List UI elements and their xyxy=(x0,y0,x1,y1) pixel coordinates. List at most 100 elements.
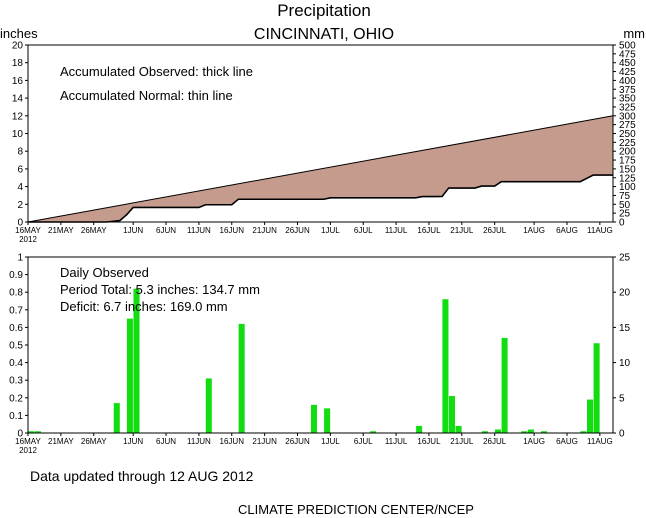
x-axis-tick-label: 21MAY xyxy=(48,437,74,446)
left-axis-tick-label: 0 xyxy=(17,429,23,440)
x-axis-tick-label: 26JUN xyxy=(285,226,310,235)
x-axis-tick-label: 1JUL xyxy=(321,437,340,446)
daily-precip-bar xyxy=(587,399,594,433)
x-axis-tick-label: 6AUG xyxy=(556,226,578,235)
daily-precip-bar xyxy=(455,425,462,433)
x-axis-tick-label: 6AUG xyxy=(556,437,578,446)
right-axis-tick-label: 75 xyxy=(619,191,631,202)
x-axis-tick-label: 16JUL xyxy=(417,226,441,235)
right-axis-tick-label: 275 xyxy=(619,120,636,131)
right-axis-tick-label: 150 xyxy=(619,164,636,175)
x-axis-tick-label: 6JUL xyxy=(354,226,373,235)
daily-precip-bar xyxy=(442,299,449,433)
left-axis-tick-label: 14 xyxy=(12,94,24,105)
daily-precip-bar xyxy=(370,431,377,433)
x-axis-year-label: 2012 xyxy=(19,446,37,455)
x-axis-tick-label: 21JUL xyxy=(450,226,474,235)
right-axis-tick-label: 450 xyxy=(619,58,636,69)
daily-precip-bar xyxy=(593,343,600,433)
x-axis-tick-label: 21JUN xyxy=(252,226,277,235)
x-axis-tick-label: 1JUN xyxy=(123,226,143,235)
right-axis-tick-label: 375 xyxy=(619,85,636,96)
x-axis-tick-label: 11JUL xyxy=(385,226,408,235)
left-axis-tick-label: 2 xyxy=(17,200,23,211)
x-axis-tick-label: 21JUN xyxy=(252,437,277,446)
right-axis-tick-label: 100 xyxy=(619,182,636,193)
left-axis-tick-label: 0.7 xyxy=(9,305,23,316)
x-axis-tick-label: 11JUN xyxy=(187,437,211,446)
left-unit-label: inches xyxy=(0,26,38,41)
x-axis-tick-label: 11JUN xyxy=(187,226,211,235)
daily-precip-bar xyxy=(540,431,548,433)
accumulated-panel: 0246810121416182002550751001251501752002… xyxy=(12,41,636,245)
right-axis-tick-label: 425 xyxy=(619,67,636,78)
daily-precip-bar xyxy=(238,323,245,433)
x-axis-tick-label: 16MAY xyxy=(15,437,41,446)
right-axis-tick-label: 0 xyxy=(619,429,625,440)
right-axis-tick-label: 25 xyxy=(619,209,631,220)
left-axis-tick-label: 0.2 xyxy=(9,393,23,404)
right-axis-tick-label: 15 xyxy=(619,323,631,334)
daily-precip-bar xyxy=(527,429,534,433)
daily-panel: 00.10.20.30.40.50.60.70.80.9105101520251… xyxy=(9,253,630,456)
x-axis-tick-label: 26MAY xyxy=(81,437,107,446)
left-axis-tick-label: 6 xyxy=(17,164,23,175)
right-axis-tick-label: 5 xyxy=(619,393,625,404)
x-axis-tick-label: 16JUN xyxy=(220,226,245,235)
x-axis-tick-label: 1AUG xyxy=(523,226,545,235)
right-axis-tick-label: 200 xyxy=(619,147,636,158)
daily-precip-bar xyxy=(113,403,120,433)
left-axis-tick-label: 4 xyxy=(17,182,23,193)
left-axis-tick-label: 16 xyxy=(12,76,24,87)
daily-precip-bar xyxy=(310,404,317,433)
left-axis-tick-label: 0.8 xyxy=(9,288,23,299)
daily-note-title: Daily Observed xyxy=(60,265,149,280)
x-axis-tick-label: 1JUL xyxy=(321,226,340,235)
right-axis-tick-label: 10 xyxy=(619,358,631,369)
right-axis-tick-label: 0 xyxy=(619,218,625,229)
accumulated-normal-line xyxy=(27,115,614,223)
daily-precip-bar xyxy=(501,337,508,433)
x-axis-tick-label: 1JUN xyxy=(123,437,143,446)
x-axis-tick-label: 16JUN xyxy=(220,437,245,446)
daily-precip-bar xyxy=(34,431,41,433)
daily-precip-bar xyxy=(205,378,212,433)
left-axis-tick-label: 0.6 xyxy=(9,323,23,334)
daily-precip-bar xyxy=(580,431,587,433)
right-axis-tick-label: 400 xyxy=(619,76,636,87)
right-axis-tick-label: 250 xyxy=(619,129,636,140)
right-axis-tick-label: 325 xyxy=(619,102,636,113)
x-axis-tick-label: 11JUL xyxy=(385,437,408,446)
right-axis-tick-label: 475 xyxy=(619,49,636,60)
right-axis-tick-label: 125 xyxy=(619,173,636,184)
daily-precip-bar xyxy=(448,396,456,433)
x-axis-tick-label: 11AUG xyxy=(587,226,613,235)
chart-title: Precipitation xyxy=(277,1,371,20)
left-axis-tick-label: 1 xyxy=(17,253,23,264)
daily-precip-bar xyxy=(324,408,331,433)
x-axis-tick-label: 16MAY xyxy=(15,226,41,235)
left-axis-tick-label: 18 xyxy=(12,58,24,69)
left-axis-tick-label: 20 xyxy=(12,41,24,52)
daily-precip-bar xyxy=(481,431,488,433)
left-axis-tick-label: 0.4 xyxy=(9,358,23,369)
updated-note: Data updated through 12 AUG 2012 xyxy=(30,468,254,484)
left-axis-tick-label: 8 xyxy=(17,147,23,158)
left-axis-tick-label: 0.3 xyxy=(9,376,23,387)
right-axis-tick-label: 300 xyxy=(619,111,636,122)
right-axis-tick-label: 175 xyxy=(619,156,636,167)
accumulated-observed-line xyxy=(28,174,613,223)
right-axis-tick-label: 350 xyxy=(619,94,636,105)
x-axis-tick-label: 21MAY xyxy=(48,226,74,235)
x-axis-tick-label: 26MAY xyxy=(81,226,107,235)
legend-note-normal: Accumulated Normal: thin line xyxy=(60,88,233,103)
legend-note-observed: Accumulated Observed: thick line xyxy=(60,64,253,79)
left-axis-tick-label: 12 xyxy=(12,111,24,122)
left-axis-tick-label: 0.5 xyxy=(9,341,23,352)
daily-precip-bar xyxy=(133,288,140,433)
x-axis-tick-label: 16JUL xyxy=(417,437,441,446)
credit-note: CLIMATE PREDICTION CENTER/NCEP xyxy=(238,502,474,517)
right-unit-label: mm xyxy=(623,26,645,41)
x-axis-tick-label: 26JUN xyxy=(285,437,310,446)
